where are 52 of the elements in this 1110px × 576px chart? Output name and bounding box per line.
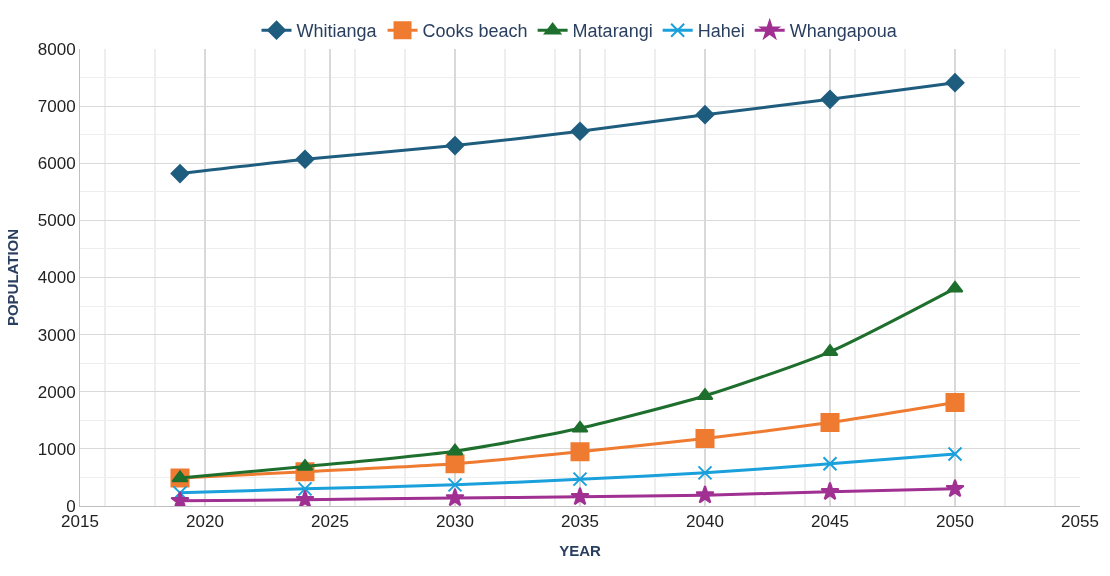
x-tick-label: 2055 bbox=[1061, 512, 1099, 532]
y-tick-label: 1000 bbox=[37, 439, 76, 459]
x-tick-label: 2030 bbox=[436, 512, 474, 532]
point bbox=[822, 456, 838, 472]
point bbox=[820, 413, 840, 433]
point bbox=[295, 149, 315, 169]
point bbox=[445, 487, 465, 506]
point bbox=[446, 443, 464, 456]
legend-label: Whangapoua bbox=[789, 21, 898, 42]
y-tick-label: 4000 bbox=[37, 268, 76, 288]
point bbox=[445, 454, 465, 474]
y-tick-label: 5000 bbox=[37, 211, 76, 231]
point bbox=[695, 485, 715, 504]
point bbox=[447, 477, 463, 493]
legend-label: Cooks beach bbox=[422, 21, 528, 42]
point bbox=[295, 489, 315, 506]
point bbox=[572, 471, 588, 487]
point bbox=[945, 73, 965, 93]
point bbox=[820, 89, 840, 109]
point bbox=[695, 105, 715, 125]
point bbox=[945, 393, 965, 413]
point bbox=[570, 121, 590, 141]
x-tick-label: 2035 bbox=[561, 512, 599, 532]
legend-label: Hahei bbox=[697, 21, 745, 42]
y-axis-title: POPULATION bbox=[4, 228, 22, 327]
y-tick-label: 7000 bbox=[37, 97, 76, 117]
point bbox=[171, 470, 189, 483]
point bbox=[445, 136, 465, 155]
point bbox=[297, 481, 313, 497]
point bbox=[821, 344, 839, 357]
point bbox=[946, 280, 964, 293]
point bbox=[570, 442, 590, 462]
x-tick-label: 2040 bbox=[686, 512, 724, 532]
point bbox=[570, 486, 590, 506]
point bbox=[695, 429, 715, 449]
point bbox=[947, 446, 963, 462]
point bbox=[571, 420, 589, 433]
point bbox=[170, 164, 190, 183]
y-tick-label: 3000 bbox=[37, 325, 76, 345]
y-tick-label: 2000 bbox=[37, 382, 76, 402]
legend-label: Matarangi bbox=[572, 21, 653, 42]
point bbox=[945, 478, 965, 498]
y-tick-label: 6000 bbox=[37, 154, 76, 174]
x-tick-label: 2050 bbox=[936, 512, 974, 532]
x-tick-label: 2045 bbox=[811, 512, 849, 532]
x-tick-label: 2020 bbox=[186, 512, 224, 532]
point bbox=[697, 465, 713, 481]
point bbox=[820, 481, 840, 501]
legend-label: Whitianga bbox=[296, 21, 378, 42]
x-axis-title: YEAR bbox=[559, 542, 601, 560]
y-tick-label: 8000 bbox=[37, 39, 76, 59]
x-tick-label: 2025 bbox=[311, 512, 349, 532]
